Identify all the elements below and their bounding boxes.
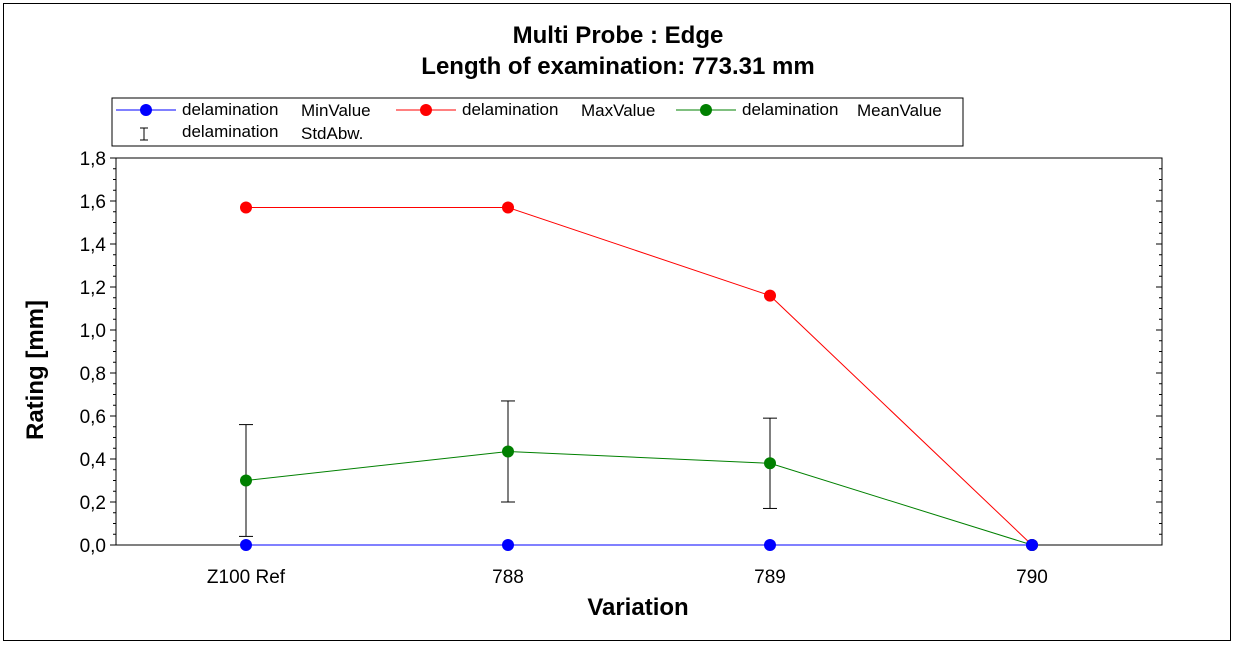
chart-subtitle: Length of examination: 773.31 mm (421, 53, 814, 80)
y-tick-label: 0,8 (80, 364, 106, 385)
meanvalue-point (764, 457, 776, 470)
y-tick-label: 1,6 (80, 192, 106, 213)
chart-title: Multi Probe : Edge (513, 22, 724, 49)
y-tick-label: 0,6 (80, 407, 106, 428)
y-tick-label: 0,2 (80, 493, 106, 514)
legend-min-prefix: delamination (182, 100, 278, 119)
axes: 0,0 0,2 0,4 0,6 0,8 1,0 1,2 1,4 1,6 1,8 Z100 Ref 78… (80, 149, 1162, 588)
meanvalue-point (502, 445, 514, 458)
legend-max-prefix: delamination (462, 100, 558, 119)
maxvalue-line (246, 206, 1033, 546)
legend-std-label: StdAbw. (301, 124, 363, 143)
x-tick-label: Z100 Ref (207, 567, 286, 588)
x-tick-label: 788 (492, 567, 524, 588)
maxvalue-point (240, 201, 252, 214)
x-axis-title: Variation (587, 594, 688, 621)
minvalue-point (1026, 539, 1038, 551)
plot-area (115, 157, 1163, 546)
legend-mean-marker (700, 104, 712, 116)
y-tick-label: 0,4 (80, 450, 107, 471)
legend-min-marker (140, 104, 152, 116)
legend-max-marker (420, 104, 432, 116)
legend-max-label: MaxValue (581, 101, 655, 120)
legend-mean-label: MeanValue (857, 101, 942, 120)
maxvalue-point (764, 289, 776, 302)
minvalue-point (764, 539, 776, 551)
y-tick-label: 1,2 (80, 278, 106, 299)
legend-std-marker (140, 127, 148, 141)
legend: delamination MinValue delamination MaxVa… (111, 97, 964, 147)
y-tick-label: 1,8 (80, 149, 106, 170)
minvalue-point (240, 539, 252, 551)
x-tick-label: 789 (754, 567, 786, 588)
y-tick-label: 1,4 (80, 235, 107, 256)
y-axis-title: Rating [mm] (22, 300, 49, 440)
legend-std-prefix: delamination (182, 122, 278, 141)
chart-frame: Multi Probe : Edge Length of examination… (3, 3, 1231, 641)
minvalue-point (502, 539, 514, 551)
legend-min-label: MinValue (301, 101, 371, 120)
legend-box (111, 97, 964, 147)
legend-mean-prefix: delamination (742, 100, 838, 119)
maxvalue-point (502, 201, 514, 214)
series-layer (239, 201, 1038, 551)
y-tick-label: 0,0 (80, 536, 106, 557)
y-tick-label: 1,0 (80, 321, 106, 342)
meanvalue-line (245, 450, 1033, 546)
line-chart: Multi Probe : Edge Length of examination… (22, 22, 1163, 621)
x-tick-label: 790 (1016, 567, 1048, 588)
meanvalue-point (240, 474, 252, 487)
